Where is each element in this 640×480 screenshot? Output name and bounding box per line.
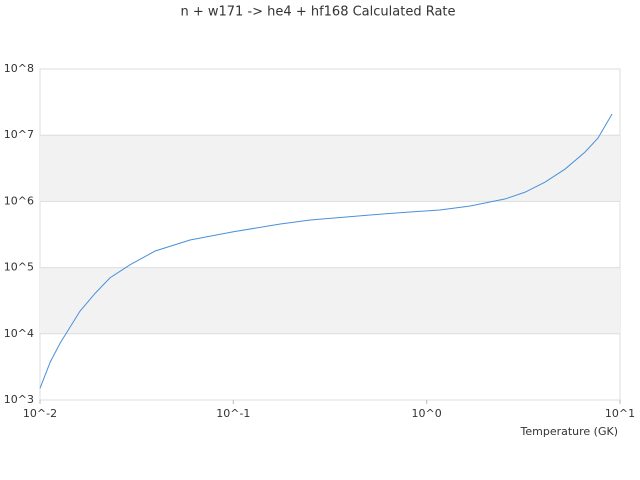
y-tick-label: 10^8 xyxy=(4,62,34,75)
y-tick-label: 10^3 xyxy=(4,393,34,406)
y-tick-label: 10^5 xyxy=(4,261,34,274)
y-tick-label: 10^7 xyxy=(4,128,34,141)
x-tick-label: 10^1 xyxy=(605,407,635,420)
chart-title: n + w171 -> he4 + hf168 Calculated Rate xyxy=(180,5,455,20)
x-tick-label: 10^0 xyxy=(412,407,442,420)
grid-band xyxy=(40,267,620,334)
y-tick-label: 10^6 xyxy=(4,194,34,207)
plot-area xyxy=(39,68,621,401)
data-line xyxy=(39,113,613,389)
plot-background xyxy=(39,68,621,401)
x-tick-label: 10^-2 xyxy=(23,407,57,420)
x-axis-label: Temperature (GK) xyxy=(520,425,619,438)
x-tick-label: 10^-1 xyxy=(216,407,250,420)
grid-band xyxy=(40,135,620,202)
y-tick-label: 10^4 xyxy=(4,327,34,340)
